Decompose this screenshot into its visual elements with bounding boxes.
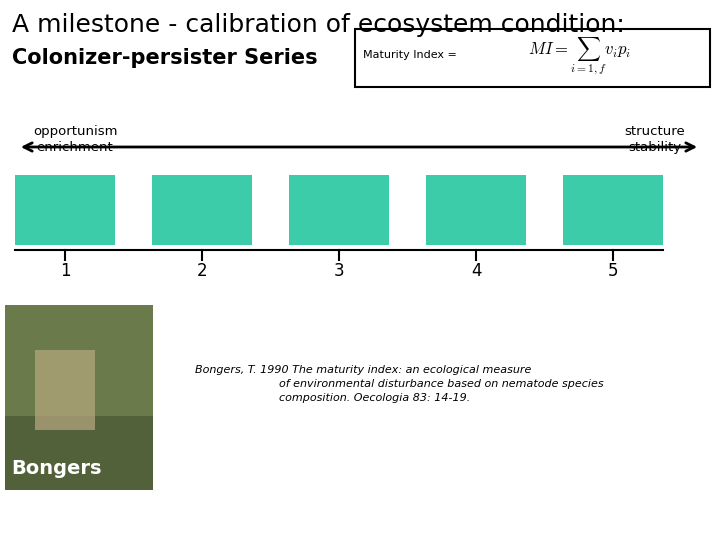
Text: $MI = \sum_{i=1,f} v_i p_i$: $MI = \sum_{i=1,f} v_i p_i$ xyxy=(528,36,631,77)
Text: Colonizer-persister Series: Colonizer-persister Series xyxy=(12,48,318,68)
Bar xyxy=(5,305,153,490)
Bar xyxy=(426,175,526,245)
Bar xyxy=(355,29,710,87)
Bar xyxy=(5,416,153,490)
Text: structure
stability: structure stability xyxy=(625,125,685,154)
Text: Bongers, T. 1990 The maturity index: an ecological measure
                     : Bongers, T. 1990 The maturity index: an … xyxy=(195,365,603,403)
Text: 3: 3 xyxy=(333,262,344,280)
Text: Bongers: Bongers xyxy=(11,459,102,478)
Bar xyxy=(15,175,115,245)
Bar xyxy=(152,175,252,245)
Bar xyxy=(563,175,663,245)
Text: 2: 2 xyxy=(197,262,207,280)
Text: 1: 1 xyxy=(60,262,71,280)
Text: 5: 5 xyxy=(608,262,618,280)
Text: Maturity Index =: Maturity Index = xyxy=(363,50,457,60)
Text: A milestone - calibration of ecosystem condition:: A milestone - calibration of ecosystem c… xyxy=(12,13,625,37)
Bar xyxy=(289,175,389,245)
Text: 4: 4 xyxy=(471,262,481,280)
Bar xyxy=(35,350,95,430)
Text: opportunism
enrichment: opportunism enrichment xyxy=(32,125,117,154)
